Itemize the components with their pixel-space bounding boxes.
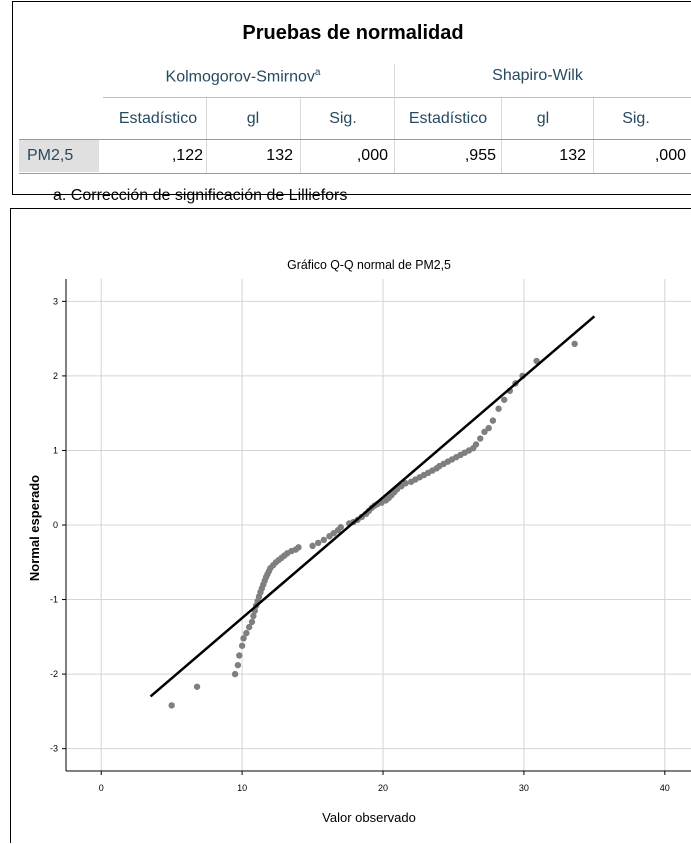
x-tick-label: 20	[378, 783, 388, 793]
x-tick-label: 40	[660, 783, 670, 793]
col-header-sw-gl: gl	[536, 110, 550, 127]
data-point	[489, 417, 497, 424]
data-point	[295, 544, 302, 551]
col-header-sw-sig: Sig.	[622, 110, 650, 127]
group-header-shapiro-wilk: Shapiro-Wilk	[492, 67, 583, 84]
data-point	[571, 340, 578, 348]
cell-ks-sig: ,000	[356, 147, 388, 164]
data-point	[309, 542, 316, 550]
col-header-ks-gl: gl	[246, 110, 260, 127]
data-point	[238, 642, 246, 649]
cell-sw-sig: ,000	[654, 147, 686, 164]
data-point	[485, 424, 492, 432]
data-point	[500, 396, 508, 403]
group-header-divider	[103, 97, 691, 98]
data-point	[248, 618, 256, 626]
column-divider	[593, 98, 594, 173]
data-point	[168, 702, 175, 709]
cell-sw-gl: 132	[559, 147, 586, 164]
column-divider	[501, 98, 502, 173]
reference-line	[149, 315, 596, 698]
x-tick-label: 30	[519, 783, 529, 793]
data-point	[337, 524, 344, 531]
data-point	[320, 536, 328, 544]
data-point	[402, 480, 409, 487]
row-label-cell: PM2,5	[19, 140, 99, 172]
data-point	[243, 629, 250, 637]
x-tick-label: 10	[237, 783, 247, 793]
col-header-ks-statistic: Estadístico	[118, 110, 198, 127]
data-point	[250, 612, 257, 620]
x-tick-label: 0	[99, 783, 104, 793]
data-point	[236, 652, 243, 659]
normality-tests-table: Pruebas de normalidad Kolmogorov-Smirnov…	[12, 1, 691, 204]
table-footnote: a. Corrección de significación de Lillie…	[53, 187, 348, 204]
chart-title: Gráfico Q-Q normal de PM2,5	[287, 258, 451, 272]
cell-ks-statistic: ,122	[171, 147, 203, 164]
y-tick-label: 3	[53, 296, 58, 306]
col-header-sw-statistic: Estadístico	[408, 110, 488, 127]
y-tick-label: 0	[53, 520, 58, 530]
y-tick-label: -3	[50, 744, 58, 754]
group-header-ks-label: Kolmogorov-Smirnov	[165, 68, 315, 86]
y-tick-label: 2	[53, 371, 58, 381]
data-point	[477, 435, 484, 442]
data-point	[533, 357, 540, 365]
data-point	[231, 670, 239, 678]
cell-ks-gl: 132	[266, 147, 293, 164]
cell-sw-statistic: ,955	[464, 147, 496, 164]
row-label: PM2,5	[27, 147, 74, 164]
column-divider	[206, 98, 207, 173]
y-tick-label: -1	[50, 595, 58, 605]
table-bottom-rule	[19, 173, 691, 174]
column-divider	[394, 64, 395, 173]
column-divider	[300, 98, 301, 173]
data-point	[240, 635, 247, 642]
col-header-ks-sig: Sig.	[329, 110, 357, 127]
table-title: Pruebas de normalidad	[242, 22, 464, 44]
data-point	[234, 661, 242, 669]
y-tick-label: 1	[53, 445, 58, 455]
data-point	[481, 428, 488, 436]
y-tick-label: -2	[50, 669, 58, 679]
data-point	[193, 683, 201, 690]
footnote-marker: a	[314, 67, 321, 78]
data-point	[245, 623, 253, 631]
y-axis-title: Normal esperado	[27, 475, 42, 581]
data-point	[315, 539, 322, 547]
x-axis-title: Valor observado	[322, 810, 416, 825]
group-header-kolmogorov-smirnov: Kolmogorov-Smirnova	[103, 67, 383, 86]
qq-plot-panel: 0 10 20 30 40 3 2 1 0 -1 -2 -3 Gráfico Q-Q normal de…	[10, 208, 691, 843]
data-point	[495, 405, 502, 412]
header-body-divider	[19, 139, 691, 140]
data-point	[472, 441, 480, 448]
